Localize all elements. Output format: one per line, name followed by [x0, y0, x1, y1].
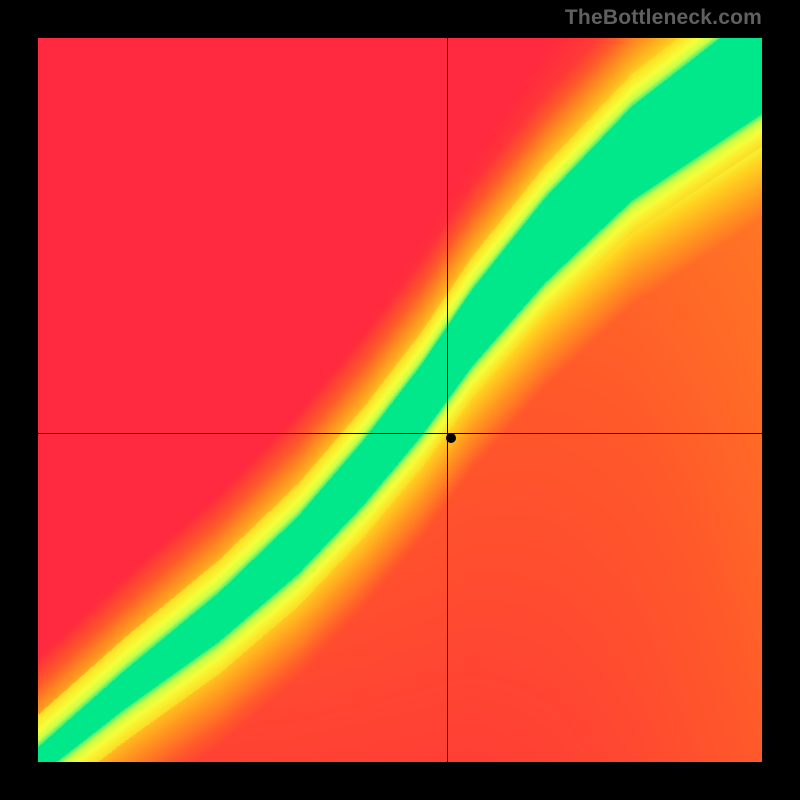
outer-frame: TheBottleneck.com [0, 0, 800, 800]
crosshair-horizontal [38, 433, 762, 434]
watermark-text: TheBottleneck.com [565, 6, 762, 30]
heatmap-canvas [38, 38, 762, 762]
intersection-marker [446, 433, 456, 443]
plot-area [38, 38, 762, 762]
crosshair-vertical [447, 38, 448, 762]
